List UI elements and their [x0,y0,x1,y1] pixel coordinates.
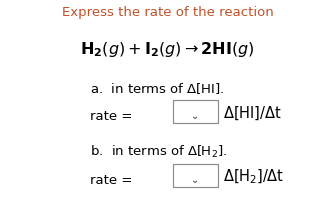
Text: b.  in terms of $\Delta$[H$_2$].: b. in terms of $\Delta$[H$_2$]. [90,144,228,160]
Text: $\Delta$[H$_2$]/$\Delta$t: $\Delta$[H$_2$]/$\Delta$t [223,168,284,186]
Text: Express the rate of the reaction: Express the rate of the reaction [62,6,273,19]
Text: ⌄: ⌄ [191,111,199,121]
FancyBboxPatch shape [173,164,218,187]
Text: ⌄: ⌄ [191,175,199,185]
Text: $\mathbf{H_2}(g)+\mathbf{I_2}(g)\rightarrow \mathbf{2HI}(g)$: $\mathbf{H_2}(g)+\mathbf{I_2}(g)\rightar… [80,40,255,59]
Text: $\Delta$[HI]/$\Delta$t: $\Delta$[HI]/$\Delta$t [223,105,281,122]
Text: a.  in terms of $\Delta$[HI].: a. in terms of $\Delta$[HI]. [90,81,225,96]
FancyBboxPatch shape [173,100,218,123]
Text: rate =: rate = [90,110,133,123]
Text: rate =: rate = [90,174,133,187]
